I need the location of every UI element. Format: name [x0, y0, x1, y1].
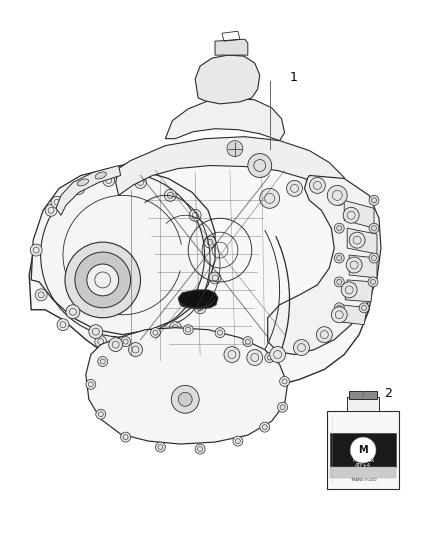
Circle shape: [150, 328, 160, 337]
Circle shape: [368, 277, 378, 287]
Circle shape: [164, 189, 176, 201]
Circle shape: [204, 236, 216, 248]
Circle shape: [334, 277, 344, 287]
Circle shape: [189, 209, 201, 221]
Circle shape: [134, 176, 146, 188]
Polygon shape: [31, 168, 215, 335]
Text: 2: 2: [384, 387, 392, 400]
Circle shape: [183, 325, 193, 335]
Circle shape: [86, 379, 96, 389]
Circle shape: [286, 181, 303, 196]
Circle shape: [309, 177, 325, 193]
Circle shape: [341, 282, 357, 298]
Circle shape: [66, 305, 80, 319]
Polygon shape: [29, 149, 374, 394]
Text: M: M: [358, 445, 368, 455]
Bar: [347, 397, 379, 411]
Circle shape: [270, 346, 286, 362]
Circle shape: [57, 319, 69, 330]
Circle shape: [95, 336, 107, 348]
Polygon shape: [347, 228, 377, 254]
Circle shape: [369, 223, 379, 233]
Bar: [330, 467, 396, 478]
Circle shape: [103, 174, 115, 187]
Text: 1: 1: [290, 71, 297, 84]
Circle shape: [369, 253, 379, 263]
Circle shape: [209, 272, 221, 284]
Circle shape: [134, 336, 146, 348]
Circle shape: [350, 437, 376, 463]
Polygon shape: [86, 328, 288, 444]
Polygon shape: [345, 280, 373, 302]
Circle shape: [316, 327, 332, 343]
Circle shape: [369, 196, 379, 205]
Circle shape: [51, 196, 63, 208]
Circle shape: [155, 442, 165, 452]
Circle shape: [331, 307, 347, 322]
Circle shape: [260, 188, 279, 208]
Text: TRANS FLUID: TRANS FLUID: [350, 478, 376, 481]
Circle shape: [215, 328, 225, 337]
Circle shape: [227, 141, 243, 157]
Circle shape: [178, 392, 192, 406]
Circle shape: [194, 302, 206, 314]
Circle shape: [195, 444, 205, 454]
Circle shape: [334, 196, 344, 205]
Polygon shape: [195, 55, 260, 104]
Circle shape: [293, 340, 309, 356]
Circle shape: [129, 343, 142, 357]
Circle shape: [35, 289, 47, 301]
Polygon shape: [268, 175, 381, 354]
Polygon shape: [165, 98, 285, 141]
Circle shape: [233, 436, 243, 446]
Circle shape: [171, 385, 199, 413]
Ellipse shape: [95, 172, 106, 179]
Circle shape: [87, 264, 119, 296]
Circle shape: [334, 253, 344, 263]
Circle shape: [75, 252, 131, 308]
Circle shape: [260, 422, 270, 432]
Circle shape: [247, 350, 263, 366]
Polygon shape: [339, 305, 367, 325]
Circle shape: [73, 182, 85, 195]
Text: MOPAR: MOPAR: [352, 458, 374, 463]
Polygon shape: [344, 200, 374, 228]
Circle shape: [89, 325, 103, 338]
Circle shape: [120, 337, 131, 346]
Circle shape: [65, 242, 141, 318]
Polygon shape: [116, 136, 344, 196]
Circle shape: [109, 337, 123, 352]
Circle shape: [349, 232, 365, 248]
Bar: [349, 391, 377, 399]
Circle shape: [265, 352, 275, 362]
Bar: [330, 433, 396, 467]
Circle shape: [120, 432, 131, 442]
Circle shape: [327, 185, 347, 205]
Circle shape: [278, 402, 288, 412]
Bar: [327, 411, 399, 489]
Polygon shape: [56, 166, 120, 215]
Polygon shape: [178, 290, 218, 309]
Circle shape: [243, 337, 253, 346]
Circle shape: [96, 409, 106, 419]
Circle shape: [170, 322, 181, 334]
Circle shape: [248, 154, 272, 177]
Circle shape: [224, 346, 240, 362]
Circle shape: [359, 303, 369, 313]
Circle shape: [334, 303, 344, 313]
Circle shape: [279, 376, 290, 386]
Circle shape: [343, 207, 359, 223]
Circle shape: [98, 357, 108, 367]
Text: ATF+4: ATF+4: [355, 463, 371, 468]
Circle shape: [30, 244, 42, 256]
Ellipse shape: [77, 179, 88, 186]
Circle shape: [346, 257, 362, 273]
Circle shape: [45, 204, 57, 216]
Circle shape: [334, 223, 344, 233]
Polygon shape: [215, 39, 248, 55]
Polygon shape: [349, 255, 377, 278]
